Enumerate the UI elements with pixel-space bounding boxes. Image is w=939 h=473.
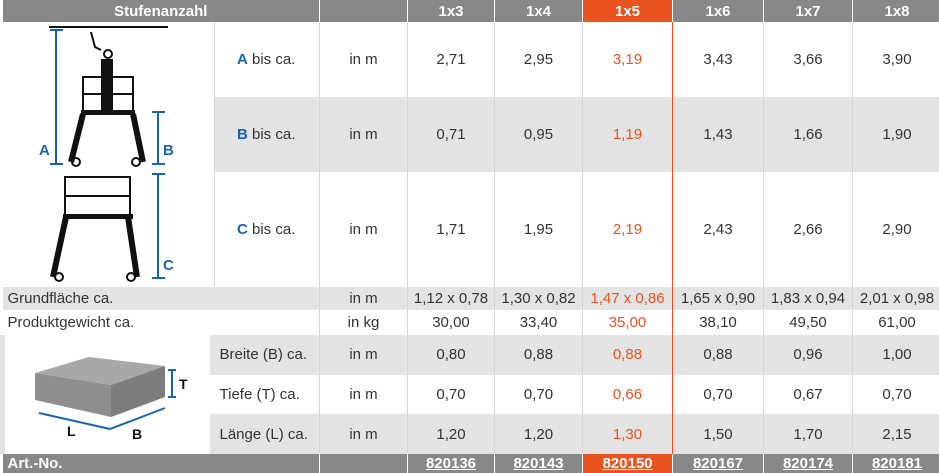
cell: 0,96 [764,335,853,375]
cell: 0,70 [673,375,764,415]
cell: 38,10 [673,310,764,335]
unit: in kg [320,310,408,335]
cell: 1,20 [495,414,583,454]
art-no-link[interactable]: 820181 [872,455,922,472]
col-header-highlighted: 1x5 [583,0,673,22]
unit: in m [320,22,408,97]
row-label: Länge (L) ca. [210,414,320,454]
art-no-link[interactable]: 820174 [783,455,833,472]
svg-text:B: B [132,426,142,442]
cell: 2,71 [408,22,495,97]
unit: in m [320,172,408,287]
box-diagram: L B T [3,335,210,454]
col-header: 1x7 [764,0,853,22]
cell: 0,70 [495,375,583,415]
col-header: 1x6 [673,0,764,22]
cell: 2,95 [495,22,583,97]
header-title: Stufenanzahl [3,0,320,22]
cell: 30,00 [408,310,495,335]
cell: 49,50 [764,310,853,335]
cell: 1,30 x 0,82 [495,287,583,310]
svg-text:T: T [179,376,188,392]
cell: 2,19 [583,172,673,287]
cell: 0,88 [583,335,673,375]
unit: in m [320,414,408,454]
row-label: Tiefe (T) ca. [210,375,320,415]
scaffold-diagram: A B C [3,22,215,287]
art-no-link[interactable]: 820150 [602,455,652,472]
cell: 0,95 [495,97,583,172]
cell: 0,67 [764,375,853,415]
cell: 1,30 [583,414,673,454]
cell: 1,71 [408,172,495,287]
cell: 0,71 [408,97,495,172]
row-label: Produktgewicht ca. [3,310,320,335]
cell: 0,70 [408,375,495,415]
cell: 1,65 x 0,90 [673,287,764,310]
cell: 2,01 x 0,98 [853,287,939,310]
cell: 33,40 [495,310,583,335]
cell: 1,19 [583,97,673,172]
col-header: 1x4 [495,0,583,22]
cell: 3,66 [764,22,853,97]
cell: 1,66 [764,97,853,172]
cell: 0,66 [583,375,673,415]
header-row: Stufenanzahl 1x3 1x4 1x5 1x6 1x7 1x8 [3,0,939,22]
cell: 3,19 [583,22,673,97]
unit: in m [320,287,408,310]
cell: 1,47 x 0,86 [583,287,673,310]
cell: 0,80 [408,335,495,375]
cell: 1,50 [673,414,764,454]
svg-text:L: L [67,423,76,439]
cell: 3,43 [673,22,764,97]
art-no-link[interactable]: 820143 [513,455,563,472]
scaffold-illustration: A B C [3,22,215,283]
art-no-link[interactable]: 820167 [693,455,743,472]
row-label: Grundfläche ca. [3,287,320,310]
cell: 1,83 x 0,94 [764,287,853,310]
svg-text:B: B [163,142,174,159]
row-label: Breite (B) ca. [210,335,320,375]
cell: 2,43 [673,172,764,287]
row-label: B bis ca. [215,97,320,172]
cell: 0,88 [495,335,583,375]
cell: 0,88 [673,335,764,375]
cell: 61,00 [853,310,939,335]
cell: 3,90 [853,22,939,97]
row-label: C bis ca. [215,172,320,287]
cell: 35,00 [583,310,673,335]
col-header: 1x3 [408,0,495,22]
art-no-link[interactable]: 820136 [426,455,476,472]
unit: in m [320,335,408,375]
cell: 1,95 [495,172,583,287]
cell: 1,12 x 0,78 [408,287,495,310]
row-label: A bis ca. [215,22,320,97]
unit: in m [320,97,408,172]
cell: 2,15 [853,414,939,454]
cell: 2,66 [764,172,853,287]
cell: 1,20 [408,414,495,454]
cell: 1,70 [764,414,853,454]
cell: 2,90 [853,172,939,287]
footer-row: Art.-No. 820136 820143 820150 820167 820… [3,454,939,473]
col-header: 1x8 [853,0,939,22]
svg-text:C: C [163,257,174,274]
cell: 1,90 [853,97,939,172]
svg-text:A: A [39,142,50,159]
box-illustration: L B T [7,335,207,450]
cell: 0,70 [853,375,939,415]
art-no-label: Art.-No. [3,454,320,473]
cell: 1,00 [853,335,939,375]
unit: in m [320,375,408,415]
cell: 1,43 [673,97,764,172]
